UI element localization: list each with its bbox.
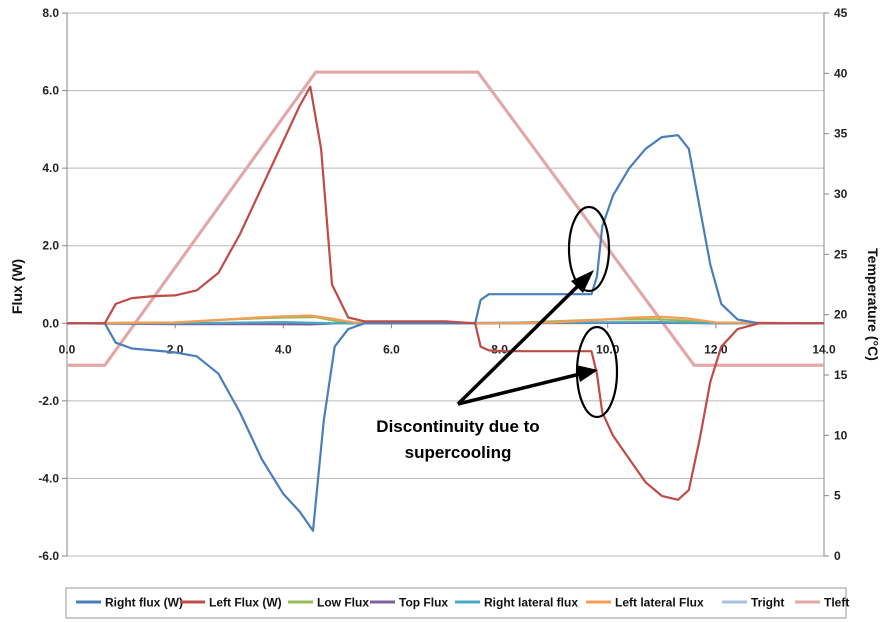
y2-tick-label-5: 25 — [834, 247, 848, 261]
y2-tick-label-0: 0 — [834, 549, 841, 563]
y-axis-title: Flux (W) — [9, 259, 25, 314]
legend-label-2: Low Flux — [317, 596, 369, 610]
legend-label-7: Tleft — [824, 596, 849, 610]
y2-tick-label-7: 35 — [834, 127, 848, 141]
x-tick-label-2: 4.0 — [275, 342, 292, 356]
legend-label-1: Left Flux (W) — [209, 596, 282, 610]
legend: Right flux (W) Left Flux (W) Low Flux Top F… — [65, 587, 849, 619]
y2-tick-label-8: 40 — [834, 66, 848, 80]
x-tick-label-7: 14.0 — [812, 342, 836, 356]
legend-label-0: Right flux (W) — [105, 596, 183, 610]
y2-tick-label-1: 5 — [834, 489, 841, 503]
y2-tick-label-4: 20 — [834, 308, 848, 322]
annotation-layer: Discontinuity due to supercooling — [376, 205, 619, 462]
y2-tick-label-9: 45 — [834, 6, 848, 20]
y-tick-label-2: -2.0 — [38, 394, 59, 408]
x-tick-label-4: 8.0 — [491, 342, 508, 356]
x-tick-label-0: 0.0 — [59, 342, 76, 356]
annotation-text-line2: supercooling — [405, 443, 512, 462]
y2-tick-label-2: 10 — [834, 428, 848, 442]
annotation-arrow-upper — [456, 278, 586, 406]
y2-tick-label-6: 30 — [834, 187, 848, 201]
annotation-ellipse-lower — [575, 325, 619, 419]
annotation-arrowhead-lower — [576, 365, 598, 382]
annotation-text-line1: Discontinuity due to — [376, 417, 539, 436]
legend-label-3: Top Flux — [399, 596, 448, 610]
y-tick-label-0: -6.0 — [38, 549, 59, 563]
annotation-ellipse-upper — [567, 205, 611, 293]
y2-axis-title: Temperature (°C) — [865, 248, 881, 361]
legend-label-6: Tright — [751, 596, 784, 610]
y-tick-label-4: 2.0 — [42, 239, 59, 253]
y-tick-label-1: -4.0 — [38, 471, 59, 485]
y-tick-label-5: 4.0 — [42, 161, 59, 175]
series-layer — [66, 70, 825, 532]
y2-tick-label-3: 15 — [834, 368, 848, 382]
y-tick-label-6: 6.0 — [42, 84, 59, 98]
legend-label-4: Right lateral flux — [484, 596, 578, 610]
series-line-1 — [67, 85, 824, 501]
y-tick-label-7: 8.0 — [42, 6, 59, 20]
y-tick-label-3: 0.0 — [42, 316, 59, 330]
legend-label-5: Left lateral Flux — [615, 596, 704, 610]
annotation-arrow-lower — [457, 371, 585, 406]
x-tick-label-3: 6.0 — [383, 342, 400, 356]
annotation-arrowhead-upper — [571, 270, 594, 293]
